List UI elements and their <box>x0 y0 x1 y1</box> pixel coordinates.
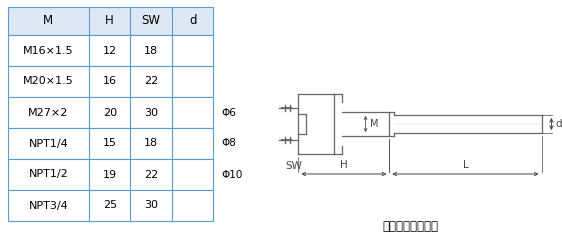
Bar <box>8 7 214 35</box>
Text: 16: 16 <box>103 76 117 86</box>
Bar <box>8 190 214 221</box>
Text: 18: 18 <box>144 45 158 55</box>
Text: d: d <box>189 15 197 28</box>
Text: 19: 19 <box>103 169 117 180</box>
Text: SW: SW <box>142 15 161 28</box>
Text: NPT3/4: NPT3/4 <box>29 201 69 211</box>
Text: d: d <box>555 119 562 129</box>
Text: Φ10: Φ10 <box>221 169 243 180</box>
Text: M27×2: M27×2 <box>28 107 69 118</box>
Bar <box>8 128 214 159</box>
Text: SW: SW <box>285 161 302 171</box>
Text: 22: 22 <box>144 169 158 180</box>
Text: 可动外螺紋管接头: 可动外螺紋管接头 <box>382 219 438 233</box>
Text: M16×1.5: M16×1.5 <box>23 45 74 55</box>
Text: Φ6: Φ6 <box>221 107 236 118</box>
Text: L: L <box>463 160 468 170</box>
Text: 12: 12 <box>103 45 117 55</box>
Text: M20×1.5: M20×1.5 <box>23 76 74 86</box>
Text: NPT1/4: NPT1/4 <box>29 138 69 149</box>
Bar <box>8 7 214 35</box>
Text: 22: 22 <box>144 76 158 86</box>
Text: 25: 25 <box>103 201 117 211</box>
Text: M: M <box>370 119 378 129</box>
Bar <box>8 159 214 190</box>
Text: 30: 30 <box>144 107 158 118</box>
Bar <box>8 97 214 128</box>
Text: NPT1/2: NPT1/2 <box>29 169 69 180</box>
Text: 30: 30 <box>144 201 158 211</box>
Text: 15: 15 <box>103 138 117 149</box>
Bar <box>8 35 214 66</box>
Text: 18: 18 <box>144 138 158 149</box>
Text: 20: 20 <box>103 107 117 118</box>
Bar <box>8 66 214 97</box>
Text: H: H <box>105 15 114 28</box>
Text: H: H <box>340 160 348 170</box>
Text: M: M <box>43 15 53 28</box>
Text: Φ8: Φ8 <box>221 138 236 149</box>
